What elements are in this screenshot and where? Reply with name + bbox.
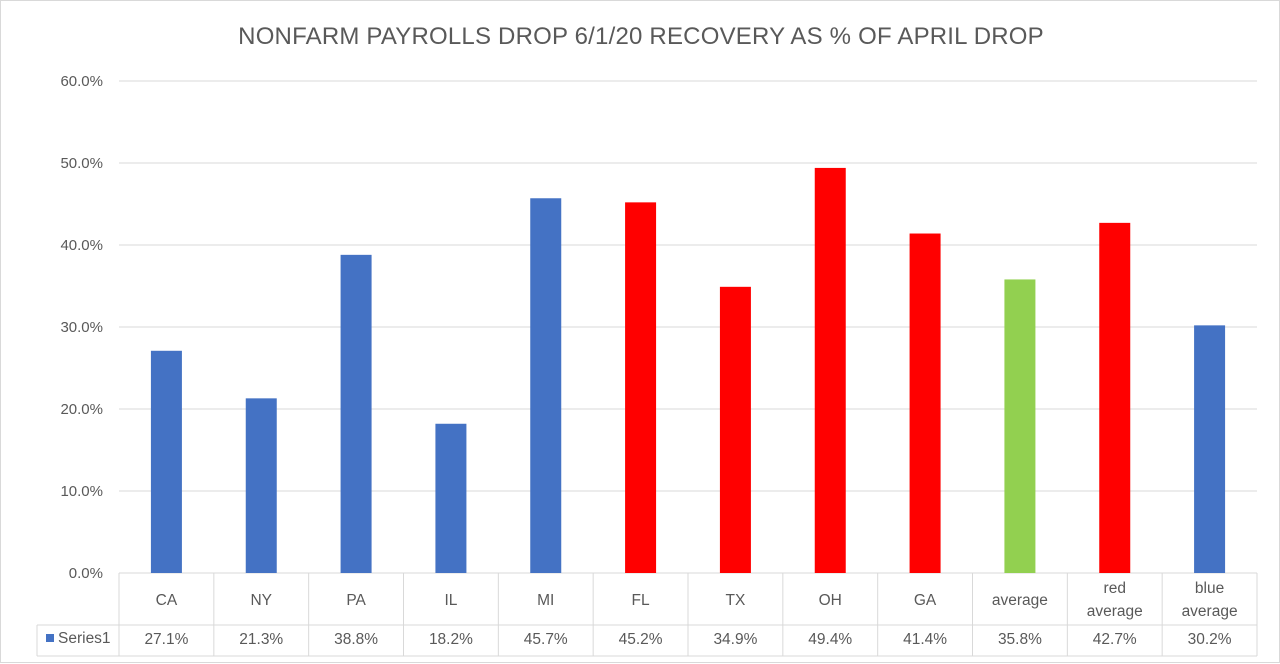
- data-table-value: 42.7%: [1093, 631, 1137, 648]
- category-label: IL: [444, 592, 457, 609]
- category-label: CA: [156, 592, 178, 609]
- category-label: PA: [346, 592, 366, 609]
- category-label: MI: [537, 592, 554, 609]
- category-label: NY: [250, 592, 272, 609]
- category-label: average: [1182, 603, 1238, 620]
- bar: [1099, 222, 1131, 574]
- data-table-value: 38.8%: [334, 631, 378, 648]
- bar: [909, 233, 941, 573]
- bar: [435, 423, 467, 573]
- bar: [1004, 279, 1036, 573]
- y-tick-label: 0.0%: [69, 565, 103, 582]
- y-tick-label: 20.0%: [60, 401, 103, 418]
- data-table-value: 45.7%: [524, 631, 568, 648]
- bar: [245, 398, 277, 573]
- category-label: blue: [1195, 580, 1224, 597]
- y-tick-label: 50.0%: [60, 155, 103, 172]
- data-table-value: 18.2%: [429, 631, 473, 648]
- data-table-value: 27.1%: [144, 631, 188, 648]
- data-table-value: 45.2%: [619, 631, 663, 648]
- y-tick-label: 10.0%: [60, 483, 103, 500]
- bar: [1194, 325, 1226, 573]
- bar: [150, 350, 182, 573]
- category-label: average: [1087, 603, 1143, 620]
- data-table-value: 35.8%: [998, 631, 1042, 648]
- y-tick-label: 40.0%: [60, 237, 103, 254]
- data-table-value: 41.4%: [903, 631, 947, 648]
- category-label: average: [992, 592, 1048, 609]
- legend-series-name: Series1: [58, 630, 111, 647]
- bar: [530, 198, 562, 573]
- legend-key: [46, 634, 54, 642]
- bar: [625, 202, 657, 574]
- category-label: GA: [914, 592, 937, 609]
- category-label: TX: [726, 592, 746, 609]
- chart-title: NONFARM PAYROLLS DROP 6/1/20 RECOVERY AS…: [238, 23, 1044, 50]
- bar: [719, 286, 751, 573]
- category-label: FL: [632, 592, 650, 609]
- data-table-value: 34.9%: [713, 631, 757, 648]
- category-label: red: [1104, 580, 1126, 597]
- data-table-value: 30.2%: [1188, 631, 1232, 648]
- data-table-value: 49.4%: [808, 631, 852, 648]
- category-label: OH: [819, 592, 842, 609]
- bar: [814, 167, 846, 574]
- data-table-value: 21.3%: [239, 631, 283, 648]
- bar: [340, 254, 372, 573]
- y-tick-label: 60.0%: [60, 73, 103, 90]
- y-tick-label: 30.0%: [60, 319, 103, 336]
